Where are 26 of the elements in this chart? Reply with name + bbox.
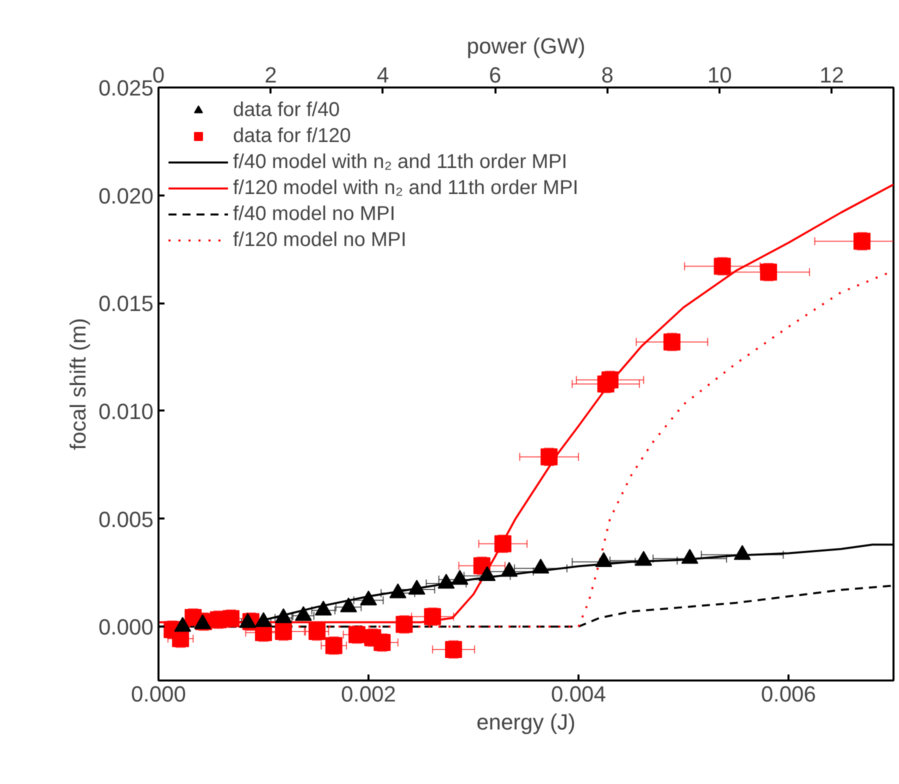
x2-tick-label: 6	[489, 62, 502, 88]
y-axis-title: focal shift (m)	[65, 318, 90, 450]
x2-tick-label: 10	[707, 62, 732, 88]
x2-tick-label: 8	[601, 62, 614, 88]
legend-label: data for f/120	[233, 124, 351, 148]
x-tick-label: 0.002	[340, 682, 396, 706]
x2-tick-label: 2	[264, 62, 277, 88]
y-tick-label: 0.025	[98, 76, 154, 100]
x-tick-label: 0.000	[130, 682, 186, 706]
x-tick-label: 0.006	[760, 682, 816, 706]
legend-label: f/40 model no MPI	[233, 202, 396, 226]
y-tick-label: 0.005	[98, 506, 154, 532]
y-tick-label: 0.000	[98, 614, 154, 640]
legend-label: data for f/40	[233, 98, 340, 122]
x2-axis-title: power (GW)	[466, 34, 586, 58]
y-tick-label: 0.010	[98, 398, 154, 424]
legend-label: f/40 model with n₂ and 11th order MPI	[233, 150, 568, 174]
legend-label: f/120 model no MPI	[233, 228, 406, 252]
x2-tick-label: 4	[376, 62, 390, 88]
x2-tick-label: 12	[820, 62, 844, 88]
x2-tick-label: 0	[152, 62, 165, 88]
y-tick-label: 0.020	[98, 183, 154, 208]
x-tick-label: 0.004	[550, 682, 606, 706]
y-tick-label: 0.015	[98, 291, 154, 316]
x-axis-title: energy (J)	[476, 710, 576, 734]
legend-label: f/120 model with n₂ and 11th order MPI	[233, 176, 578, 200]
